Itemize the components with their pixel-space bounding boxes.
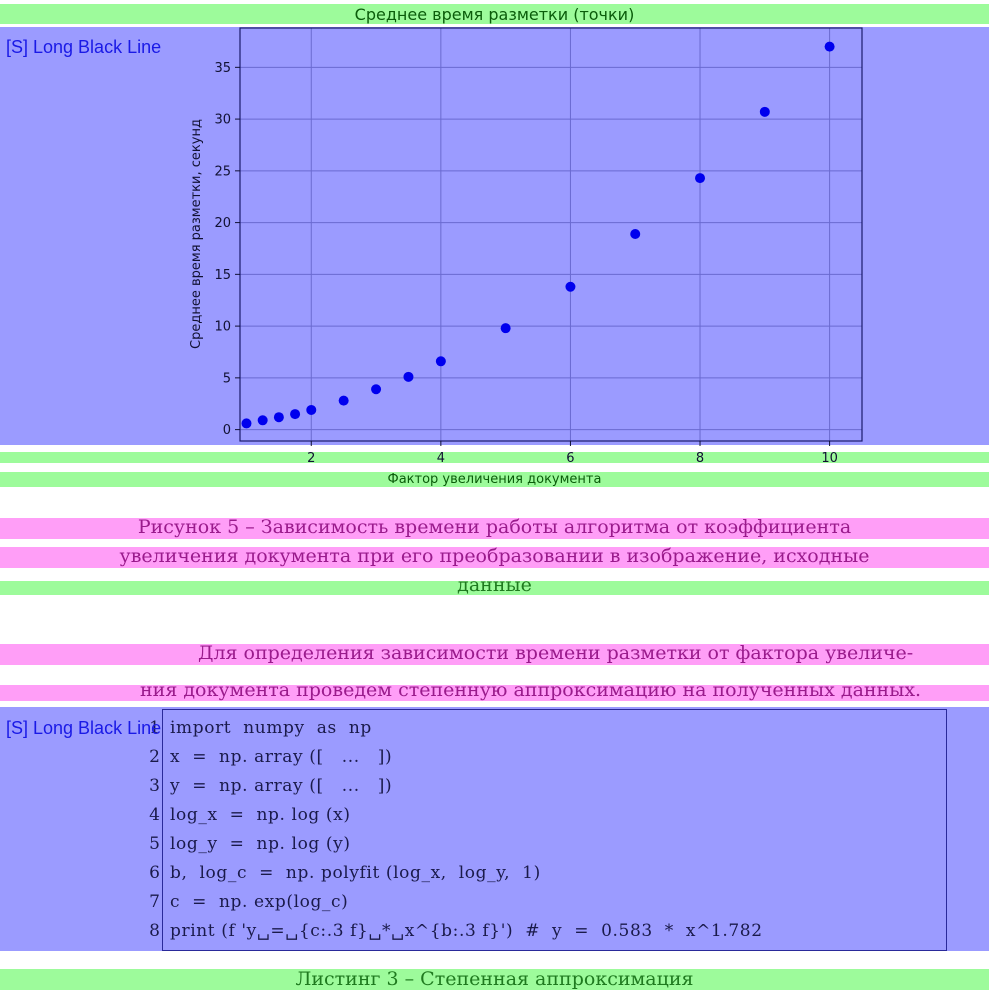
code-line-number: 8: [149, 921, 160, 941]
y-tick-label: 0: [223, 423, 231, 438]
data-point: [306, 404, 317, 415]
listing-caption: Листинг 3 – Степенная аппроксимация: [295, 968, 694, 990]
x-ticks: 2 4 6 8 10: [307, 441, 838, 466]
code-line: print (f 'y␣=␣{c:.3 f}␣*␣x^{b:.3 f}') # …: [170, 921, 763, 941]
code-line-number: 6: [149, 863, 160, 883]
data-point: [435, 356, 446, 367]
code-line: log_x = np. log (x): [170, 805, 351, 825]
y-tick-label: 15: [214, 268, 231, 283]
x-axis-label: Фактор увеличения документа: [387, 472, 602, 487]
scatter-chart: 0 5 10 15 20 25 30 35 2 4 6 8 10 Среднее время разм…: [189, 27, 863, 466]
code-tag: [S] Long Black Line: [6, 718, 162, 738]
data-point: [257, 415, 268, 426]
x-tick-label: 2: [307, 451, 315, 466]
x-tick-label: 10: [821, 451, 838, 466]
code-line-number: 2: [149, 747, 160, 767]
plot-frame: [239, 27, 863, 442]
listing-caption-band: [0, 969, 989, 990]
code-line-number: 1: [149, 718, 160, 738]
data-point: [338, 395, 349, 406]
data-point: [290, 409, 301, 420]
data-point: [500, 323, 511, 334]
figure-caption-line1: Рисунок 5 – Зависимость времени работы а…: [137, 516, 852, 538]
code-line: y = np. array ([ ... ]): [170, 776, 393, 796]
code-line: c = np. exp(log_c): [170, 892, 349, 912]
code-line: import numpy as np: [170, 718, 372, 738]
y-axis-label: Среднее время разметки, секунд: [189, 119, 204, 349]
caption-line3-band: [0, 581, 989, 595]
code-listing-box: [162, 709, 947, 951]
x-tick-label: 8: [696, 451, 704, 466]
y-tick-label: 20: [214, 216, 231, 231]
caption-line1-band: [0, 518, 989, 539]
paragraph-line1-band: [0, 644, 989, 665]
x-tick-label: 6: [566, 451, 574, 466]
x-ticks-band: [0, 452, 989, 463]
code-line: log_y = np. log (y): [170, 834, 351, 854]
y-tick-label: 30: [214, 113, 231, 128]
figure-caption-line3: данные: [457, 574, 532, 596]
chart-title: Среднее время разметки (точки): [354, 5, 635, 24]
x-tick-label: 4: [437, 451, 445, 466]
data-point: [273, 412, 284, 423]
code-line-number: 5: [149, 834, 160, 854]
paragraph-line1: Для определения зависимости времени разм…: [198, 642, 914, 664]
chart-grid: [240, 28, 862, 441]
code-line-number: 3: [149, 776, 160, 796]
figure-region: [0, 27, 989, 445]
code-line: b, log_c = np. polyfit (log_x, log_y, 1): [170, 863, 541, 883]
y-tick-label: 5: [223, 371, 231, 386]
y-ticks: 0 5 10 15 20 25 30 35: [214, 61, 240, 438]
code-region: [0, 707, 989, 951]
paragraph-line2-band: [0, 685, 989, 701]
code-line: x = np. array ([ ... ]): [170, 747, 393, 767]
data-point: [759, 106, 770, 117]
y-tick-label: 10: [214, 320, 231, 335]
figure-tag: [S] Long Black Line: [6, 37, 162, 57]
data-point: [241, 418, 252, 429]
data-point: [824, 41, 835, 52]
data-point: [695, 173, 706, 184]
caption-line2-band: [0, 547, 989, 568]
data-point: [565, 281, 576, 292]
paragraph-line2: ния документа проведем степенную аппрокс…: [140, 679, 922, 701]
y-tick-label: 25: [214, 164, 231, 179]
data-point: [630, 228, 641, 239]
data-points: [241, 41, 835, 429]
y-tick-label: 35: [214, 61, 231, 76]
data-point: [371, 384, 382, 395]
code-line-number: 7: [149, 892, 160, 912]
code-line-number: 4: [149, 805, 160, 825]
x-label-band: [0, 472, 989, 487]
figure-caption-line2: увеличения документа при его преобразова…: [119, 545, 870, 567]
data-point: [403, 371, 414, 382]
chart-title-band: [0, 4, 989, 24]
